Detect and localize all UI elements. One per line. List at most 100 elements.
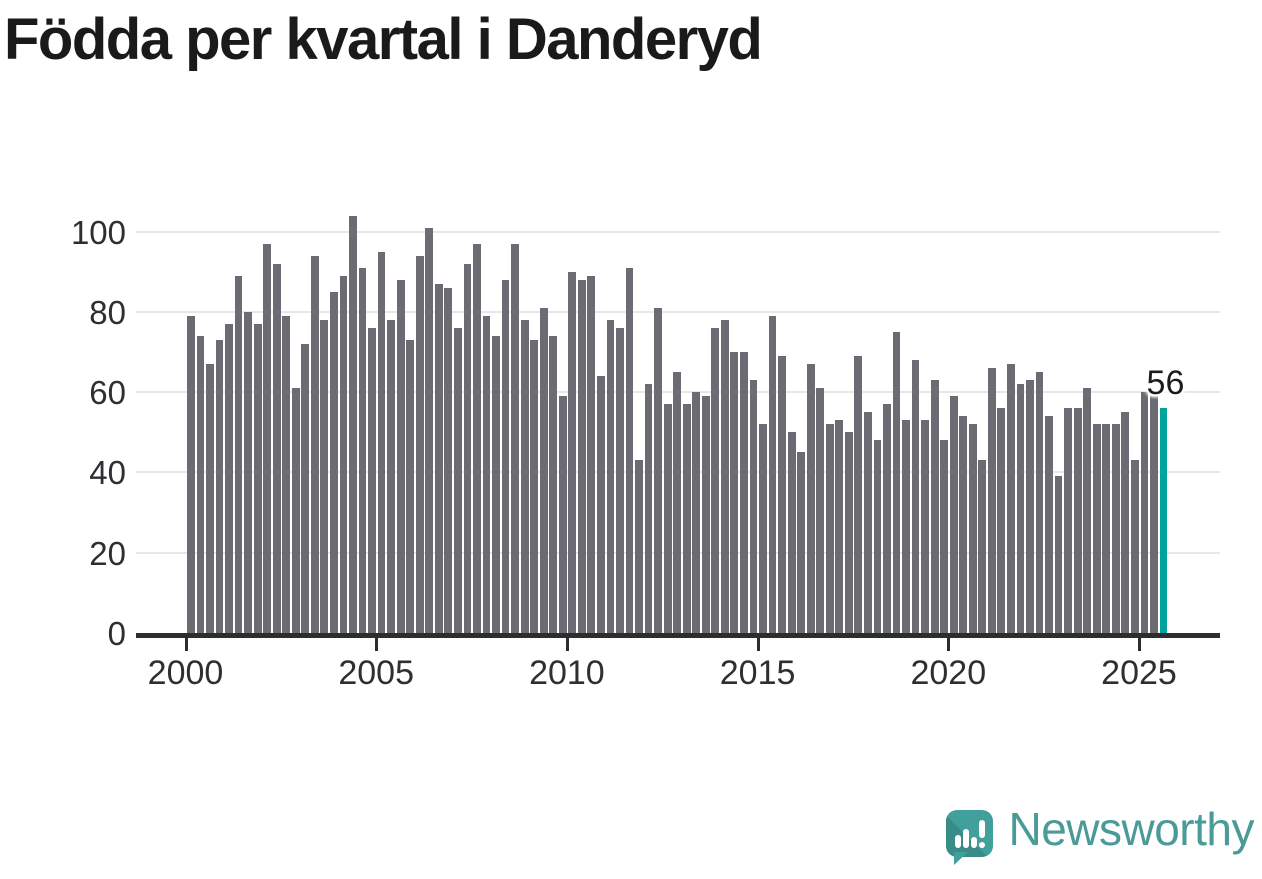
bar-quarter-4 — [225, 323, 233, 633]
bar-quarter-99 — [1130, 460, 1139, 633]
bar-quarter-68 — [835, 420, 844, 633]
bar-quarter-75 — [902, 420, 910, 633]
bar-quarter-94 — [1083, 388, 1092, 633]
logo-mini-bar-3 — [971, 836, 978, 848]
bar-quarter-72 — [873, 440, 882, 633]
bar-quarter-16 — [339, 275, 348, 633]
bar-quarter-14 — [320, 319, 329, 633]
bar-quarter-28 — [453, 328, 462, 633]
bar-quarter-19 — [368, 328, 376, 633]
bar-quarter-83 — [978, 460, 987, 633]
logo-mini-bar-2 — [963, 828, 970, 848]
bar-quarter-11 — [291, 388, 300, 633]
x-axis-tick-2000 — [184, 638, 188, 651]
bar-quarter-26 — [434, 283, 443, 633]
bar-quarter-63 — [787, 432, 796, 633]
y-axis-label-40: 40 — [89, 454, 126, 492]
bar-quarter-44 — [606, 319, 615, 633]
bar-quarter-25 — [425, 227, 434, 633]
x-axis-tick-2005 — [375, 638, 379, 651]
y-axis-label-20: 20 — [89, 534, 126, 572]
bar-quarter-31 — [482, 315, 491, 633]
x-axis-label-2025: 2025 — [1101, 654, 1177, 692]
bar-quarter-49 — [654, 307, 662, 633]
speech-bubble-shadow — [946, 809, 994, 857]
bar-quarter-74 — [892, 332, 901, 633]
x-axis-tick-2010 — [565, 638, 569, 651]
bar-quarter-39 — [558, 396, 567, 633]
bar-quarter-18 — [358, 267, 367, 633]
bar-quarter-89 — [1035, 372, 1044, 633]
bar-quarter-43 — [597, 376, 605, 633]
bar-quarter-56 — [720, 319, 729, 633]
bar-quarter-65 — [806, 364, 815, 633]
bar-quarter-21 — [387, 319, 396, 633]
bar-quarter-22 — [396, 279, 405, 633]
bar-quarter-85 — [997, 408, 1006, 633]
x-axis-tick-2025 — [1138, 638, 1141, 651]
bar-quarter-86 — [1007, 364, 1015, 633]
bar-quarter-92 — [1064, 408, 1073, 633]
bar-quarter-62 — [778, 356, 786, 633]
bar-quarter-79 — [940, 440, 949, 633]
x-axis-line — [136, 633, 1220, 638]
bar-quarter-34 — [511, 243, 519, 633]
bar-quarter-76 — [911, 360, 920, 633]
bar-quarter-67 — [825, 424, 834, 633]
bar-quarter-32 — [492, 336, 500, 633]
y-axis-label-0: 0 — [107, 615, 126, 652]
bar-quarter-36 — [530, 340, 539, 633]
bar-quarter-24 — [415, 255, 424, 633]
bar-quarter-20 — [377, 251, 386, 633]
bar-quarter-40 — [568, 271, 577, 633]
bar-quarter-100 — [1140, 392, 1149, 633]
bar-quarter-52 — [682, 404, 691, 633]
logo-exclamation-dot — [979, 841, 986, 848]
x-axis-tick-2015 — [756, 638, 760, 651]
bar-quarter-8 — [263, 243, 272, 633]
y-axis-label-100: 100 — [70, 213, 126, 251]
x-axis-label-2005: 2005 — [338, 654, 414, 692]
bar-quarter-98 — [1121, 412, 1130, 633]
bar-quarter-84 — [987, 368, 996, 633]
bar-quarter-38 — [549, 336, 558, 633]
newsworthy-wordmark: Newsworthy — [1008, 803, 1254, 855]
bar-quarter-59 — [749, 380, 758, 633]
bar-quarter-0 — [187, 315, 195, 633]
bar-quarter-5 — [234, 275, 243, 633]
bar-quarter-47 — [635, 460, 643, 633]
bar-quarter-3 — [215, 340, 224, 633]
y-axis-label-80: 80 — [89, 293, 126, 331]
x-axis-label-2015: 2015 — [719, 654, 796, 692]
newsworthy-speech-bubble-chart-icon — [944, 808, 996, 865]
bar-quarter-58 — [740, 352, 748, 633]
bar-quarter-51 — [673, 372, 682, 633]
bar-quarter-55 — [711, 328, 720, 633]
bar-quarter-77 — [921, 420, 929, 633]
bar-quarter-54 — [701, 396, 710, 633]
bar-quarter-71 — [863, 412, 872, 633]
bar-quarter-78 — [930, 380, 939, 633]
bar-quarter-96 — [1102, 424, 1111, 633]
bar-quarter-15 — [330, 291, 338, 633]
x-axis-tick-2020 — [947, 638, 951, 651]
bar-latest-quarter — [1159, 408, 1168, 633]
bar-quarter-35 — [520, 319, 529, 633]
bar-quarter-41 — [577, 279, 586, 633]
bar-quarter-66 — [816, 388, 825, 633]
bar-quarter-17 — [349, 215, 357, 633]
bar-quarter-73 — [883, 404, 891, 633]
bar-quarter-29 — [463, 263, 472, 633]
speech-bubble-tail — [954, 851, 969, 865]
bar-quarter-46 — [625, 267, 634, 633]
y-axis-label-60: 60 — [89, 374, 126, 412]
bar-quarter-60 — [759, 424, 767, 633]
bar-quarter-12 — [301, 344, 310, 633]
bar-quarter-64 — [797, 452, 806, 633]
bar-quarter-61 — [768, 315, 777, 633]
bar-quarter-57 — [730, 352, 739, 633]
x-axis-label-2010: 2010 — [529, 654, 605, 692]
bar-quarter-37 — [539, 307, 548, 633]
bar-quarter-1 — [196, 336, 205, 633]
